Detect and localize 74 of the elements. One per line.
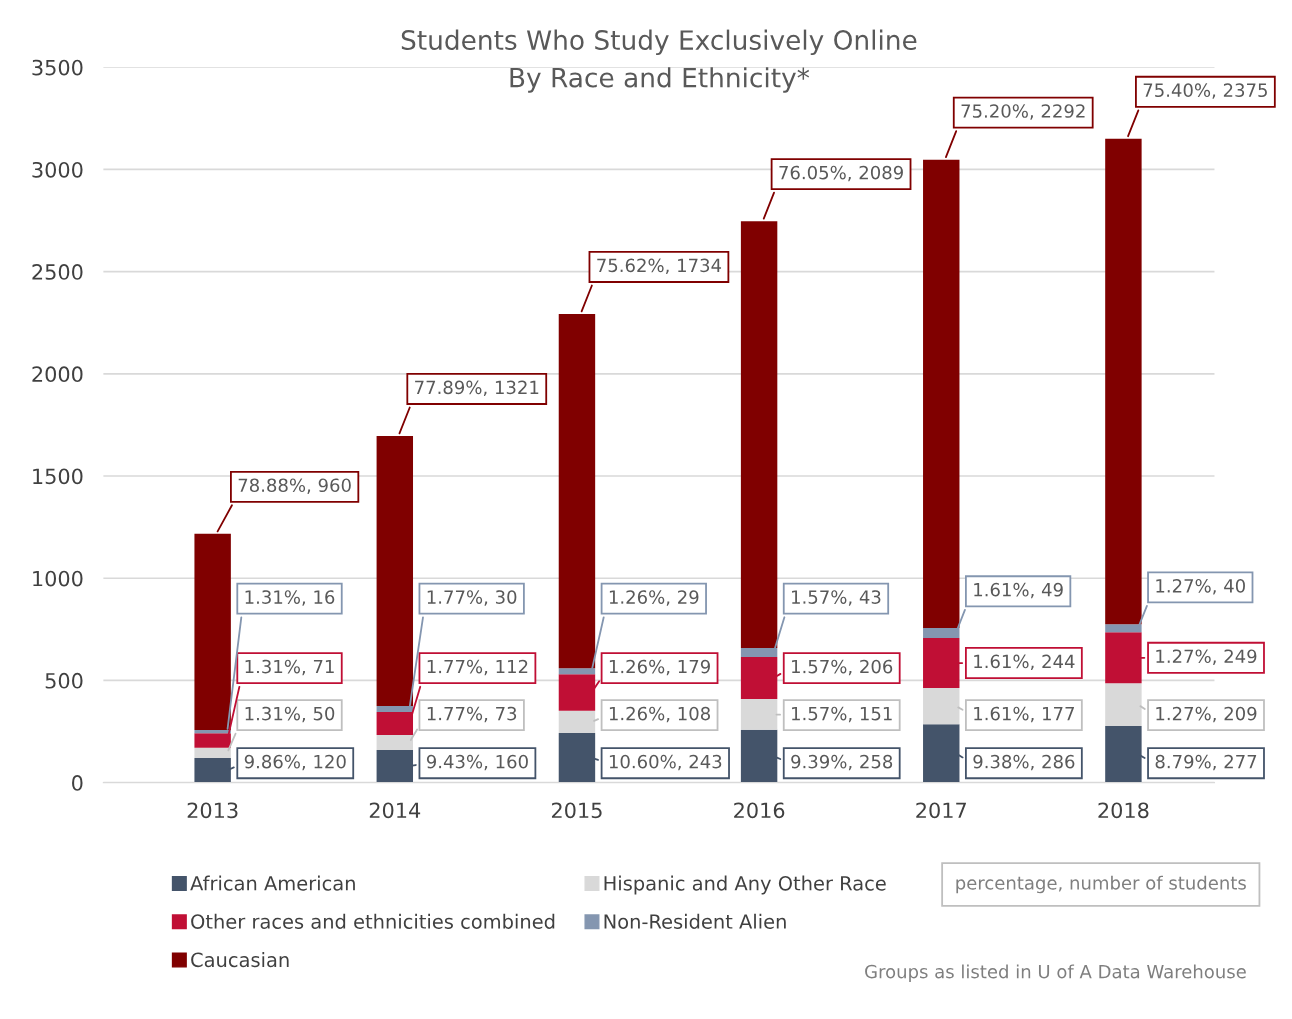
data-label: 9.39%, 258	[791, 754, 893, 771]
bar	[558, 674, 596, 711]
bar	[923, 638, 960, 688]
data-label: 76.05%, 2089	[779, 165, 903, 182]
data-label: 75.62%, 1734	[597, 258, 722, 275]
data-label: 78.88%, 960	[238, 478, 351, 494]
y-tick-label: 1500	[33, 468, 83, 485]
data-label: 1.61%, 49	[974, 582, 1063, 599]
x-tick-label: 2014	[369, 802, 421, 819]
legend-label: African American	[190, 875, 355, 891]
legend-label: Other races and ethnicities combined	[191, 913, 555, 929]
x-tick-label: 2013	[187, 802, 238, 819]
y-tick-label: 2000	[32, 366, 83, 383]
data-label: 1.77%, 112	[427, 659, 528, 676]
data-label: 1.26%, 108	[609, 706, 710, 723]
bar	[923, 687, 960, 725]
data-label: 1.61%, 177	[974, 706, 1074, 723]
bar	[740, 729, 778, 783]
x-tick-label: 2015	[551, 802, 602, 819]
bar	[558, 710, 596, 733]
chart-title: Students Who Study Exclusively Online By Race and Ethnicity*	[401, 29, 917, 93]
bar	[740, 656, 778, 699]
data-label: 1.26%, 179	[609, 659, 710, 676]
bar	[1105, 632, 1142, 684]
data-label: 1.57%, 206	[792, 659, 893, 676]
legend-label: Non-Resident Alien	[604, 913, 786, 929]
y-tick-label: 3500	[32, 59, 83, 76]
data-label: 10.60%, 243	[609, 754, 722, 771]
data-label: 1.27%, 40	[1156, 578, 1245, 595]
bar	[740, 221, 778, 649]
data-label: 1.27%, 209	[1156, 706, 1257, 723]
data-label: 1.31%, 71	[245, 659, 334, 676]
legend-label: Hispanic and Any Other Race	[604, 875, 886, 895]
data-label: 9.43%, 160	[426, 754, 528, 771]
bar	[923, 724, 960, 783]
bar	[194, 747, 231, 759]
data-label: 75.20%, 2292	[961, 104, 1085, 120]
bar	[376, 435, 414, 706]
text: Groups as listed in U of A Data Warehouse	[865, 964, 1246, 982]
bar	[194, 533, 231, 731]
data-label: 1.31%, 50	[245, 706, 335, 723]
x-tick-label: 2017	[916, 802, 966, 819]
bar	[558, 732, 596, 783]
bar	[1105, 138, 1142, 625]
data-label: 8.79%, 277	[1155, 754, 1257, 771]
data-label: 1.61%, 244	[974, 654, 1075, 671]
text: percentage, number of students	[956, 875, 1246, 894]
bar	[1105, 683, 1142, 726]
y-tick-label: 0	[72, 775, 83, 791]
y-tick-label: 3000	[32, 161, 83, 178]
y-tick-label: 2500	[32, 264, 83, 280]
bar	[194, 758, 231, 783]
data-label: 77.89%, 1321	[415, 380, 539, 397]
bar	[923, 159, 960, 629]
data-label: 75.40%, 2375	[1143, 83, 1267, 99]
x-tick-label: 2016	[734, 802, 785, 819]
data-label: 9.86%, 120	[244, 754, 346, 771]
data-label: 1.31%, 16	[245, 590, 335, 606]
bar	[376, 749, 414, 783]
data-label: 1.57%, 151	[792, 706, 892, 723]
bar	[740, 699, 778, 730]
data-label: 1.77%, 30	[427, 590, 517, 606]
bar	[558, 313, 596, 669]
data-label: 1.57%, 43	[792, 590, 881, 606]
y-tick-label: 1000	[33, 570, 83, 587]
data-label: 1.77%, 73	[427, 706, 517, 723]
bar	[376, 734, 414, 750]
data-label: 9.38%, 286	[973, 754, 1075, 771]
x-tick-label: 2018	[1098, 802, 1149, 819]
data-label: 1.27%, 249	[1156, 649, 1257, 665]
legend-label: Caucasian	[191, 952, 289, 968]
bar	[1105, 725, 1142, 783]
data-label: 1.26%, 29	[609, 590, 699, 606]
y-tick-label: 500	[45, 672, 83, 689]
